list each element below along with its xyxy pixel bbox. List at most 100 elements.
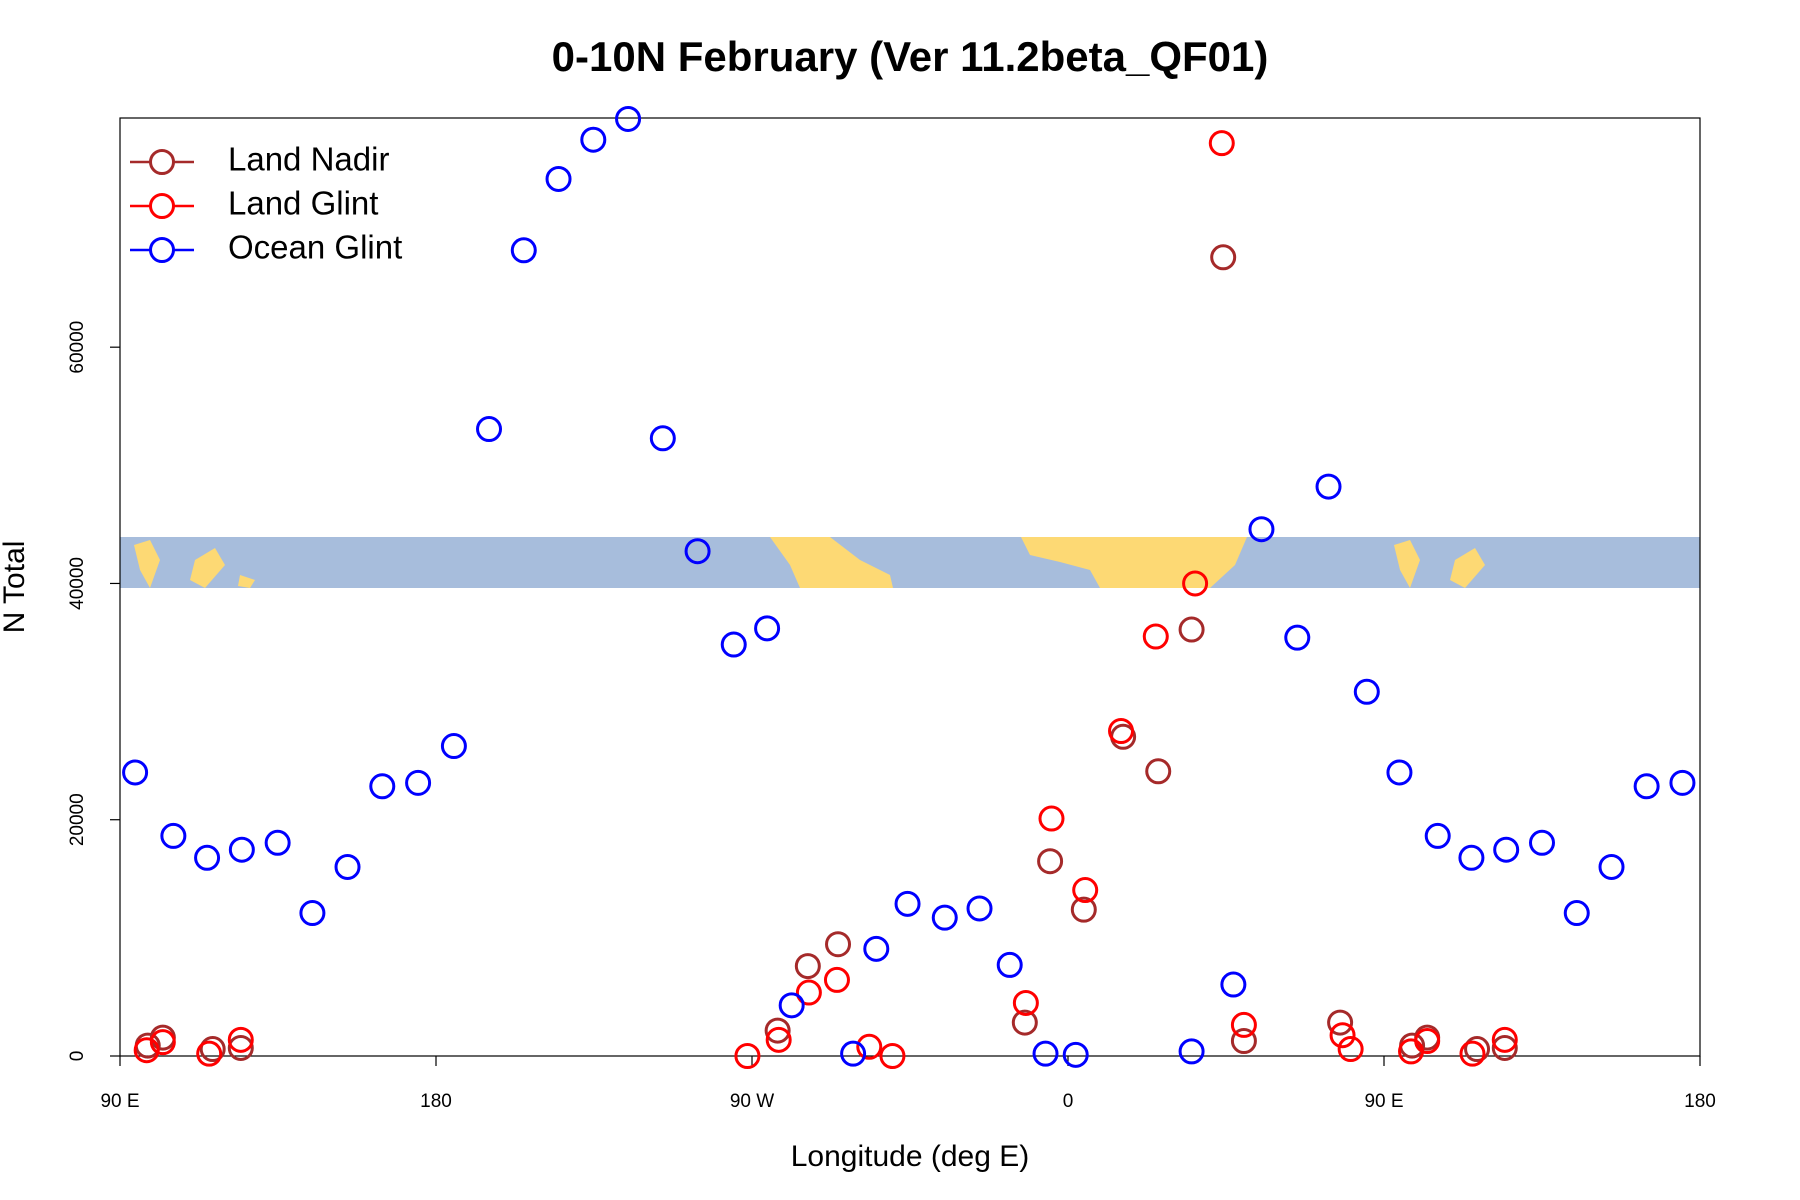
point: [823, 966, 850, 993]
point: [1012, 989, 1039, 1016]
point: [825, 931, 852, 958]
point: [1248, 516, 1275, 543]
map-strip: [120, 537, 1700, 588]
point: [720, 631, 747, 658]
point: [1230, 1011, 1257, 1038]
point: [1145, 758, 1172, 785]
point: [840, 1040, 867, 1067]
legend-label: Land Glint: [228, 185, 378, 222]
point: [765, 1026, 792, 1053]
chart-title: 0-10N February (Ver 11.2beta_QF01): [552, 33, 1269, 80]
point: [194, 844, 221, 871]
y-tick-label: 20000: [67, 793, 88, 846]
point: [299, 900, 326, 927]
x-axis-label: Longitude (deg E): [791, 1140, 1030, 1173]
point: [734, 1043, 761, 1069]
point: [1220, 971, 1247, 998]
point: [1072, 877, 1099, 904]
point: [227, 1034, 254, 1061]
point: [1633, 773, 1660, 800]
point: [545, 165, 572, 192]
point: [133, 1037, 160, 1064]
y-tick-label: 60000: [67, 321, 88, 374]
point: [334, 853, 361, 880]
point: [199, 1036, 226, 1063]
point: [1062, 1041, 1089, 1068]
point: [1210, 244, 1237, 271]
point: [879, 1043, 906, 1069]
point: [1493, 836, 1520, 863]
map-land-asia-2: [1394, 540, 1485, 588]
point: [510, 237, 537, 264]
point: [1108, 718, 1135, 745]
point: [1315, 473, 1342, 500]
point: [264, 829, 291, 856]
point: [1070, 896, 1097, 923]
point: [1458, 844, 1485, 871]
point: [227, 1026, 254, 1053]
point: [580, 126, 607, 153]
legend-marker: [149, 237, 175, 263]
point: [1563, 900, 1590, 927]
point: [1669, 769, 1696, 796]
point: [1327, 1009, 1354, 1036]
point: [149, 1029, 176, 1056]
point: [1491, 1026, 1518, 1053]
point: [1424, 822, 1451, 849]
point: [1353, 678, 1380, 705]
point: [1414, 1027, 1441, 1054]
point: [1491, 1034, 1518, 1061]
y-axis-label: N Total: [0, 541, 31, 634]
x-tick-label: 90 E: [100, 1091, 139, 1112]
legend-label: Ocean Glint: [228, 229, 402, 266]
point: [1037, 848, 1064, 875]
point: [122, 759, 149, 786]
point: [1464, 1036, 1491, 1063]
point: [1032, 1040, 1059, 1067]
x-tick-label: 180: [420, 1091, 452, 1112]
point: [1386, 759, 1413, 786]
point: [1459, 1040, 1486, 1067]
point: [1178, 616, 1205, 643]
point: [1182, 570, 1209, 597]
legend-marker: [149, 149, 175, 175]
map-land-asia: [134, 540, 255, 588]
point: [1208, 130, 1235, 157]
legend-label: Land Nadir: [228, 141, 389, 178]
point: [1011, 1009, 1038, 1036]
point: [856, 1033, 883, 1060]
legend-marker: [149, 193, 175, 219]
point: [764, 1017, 791, 1044]
point: [228, 836, 255, 863]
point: [931, 904, 958, 931]
point: [1598, 853, 1625, 880]
point: [405, 769, 432, 796]
point: [1329, 1022, 1356, 1049]
point: [754, 615, 781, 642]
point: [1178, 1038, 1205, 1065]
x-tick-label: 90 E: [1364, 1091, 1403, 1112]
point: [1284, 624, 1311, 651]
x-tick-label: 180: [1684, 1091, 1716, 1112]
legend: Land Nadir Land Glint Ocean Glint: [130, 141, 402, 266]
point: [863, 935, 890, 962]
point: [476, 416, 503, 443]
point: [996, 951, 1023, 978]
point: [1142, 623, 1169, 650]
point: [1230, 1027, 1257, 1054]
point: [1038, 805, 1065, 832]
point: [894, 890, 921, 917]
point: [160, 822, 187, 849]
point: [649, 425, 676, 452]
x-tick-label: 90 W: [730, 1091, 774, 1112]
point: [369, 773, 396, 800]
y-tick-label: 0: [67, 1051, 88, 1062]
plot-frame: [119, 117, 1701, 1057]
point: [795, 979, 822, 1006]
point: [1529, 829, 1555, 856]
point: [1337, 1036, 1364, 1063]
x-tick-label: 0: [1063, 1091, 1074, 1112]
point: [196, 1040, 223, 1067]
point: [615, 105, 642, 132]
